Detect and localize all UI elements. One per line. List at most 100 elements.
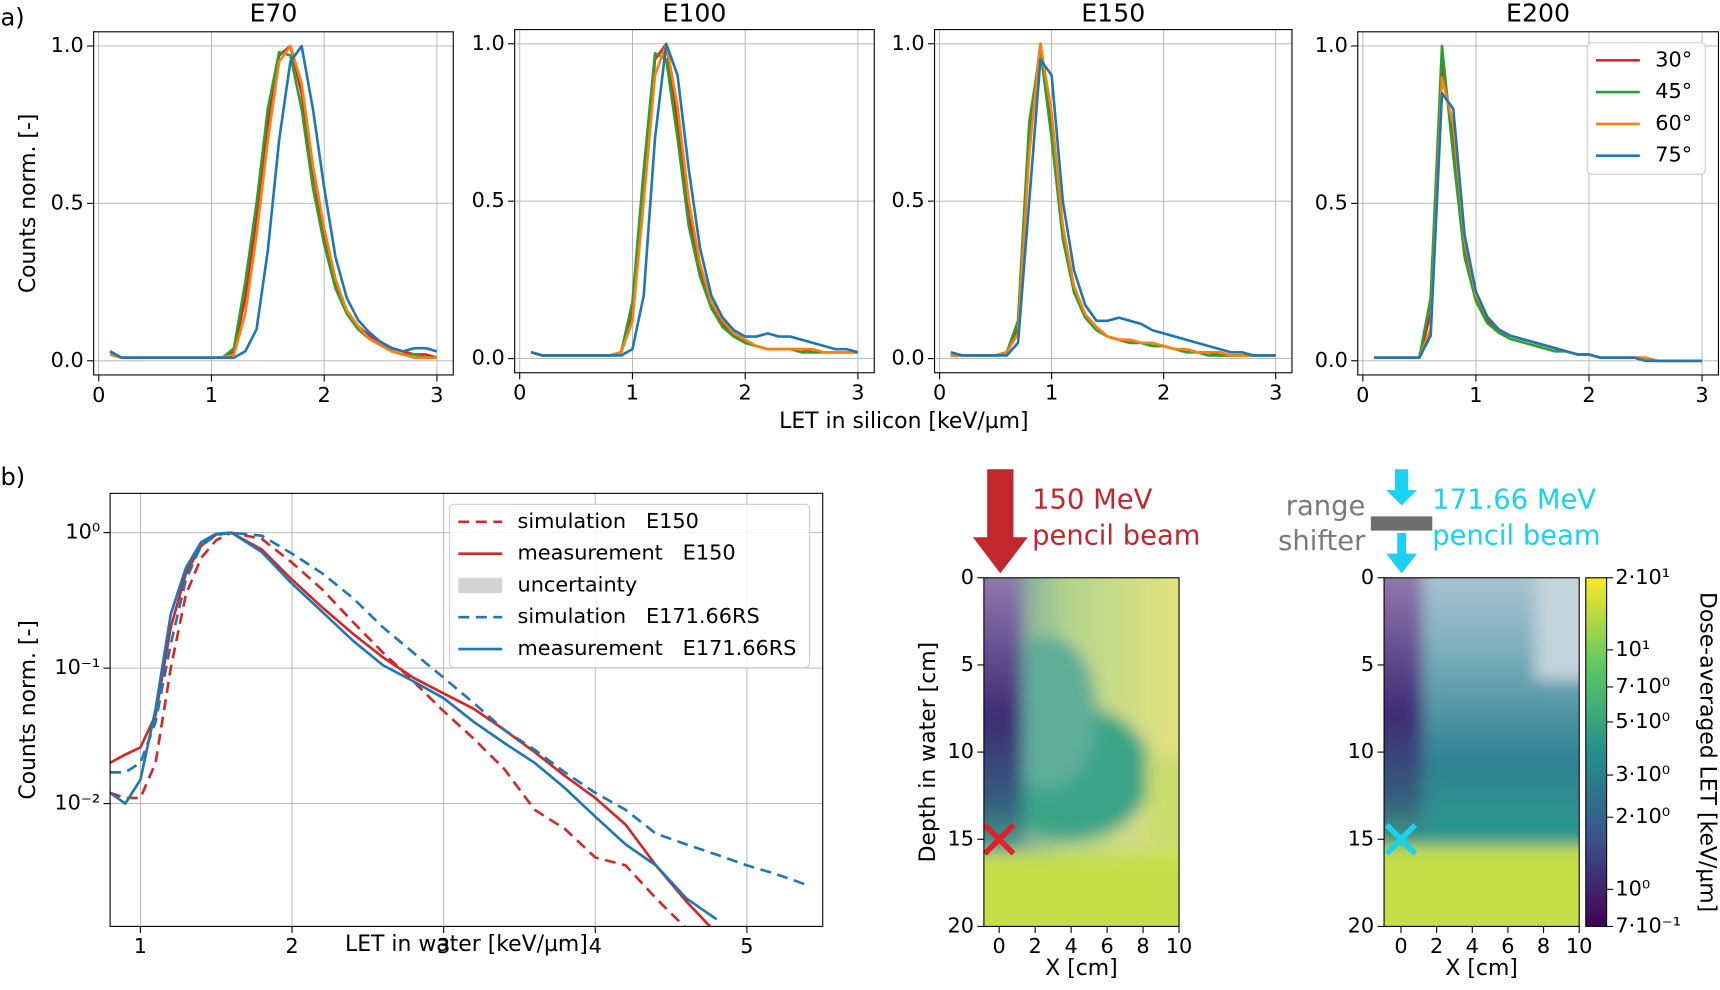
colorbar-tick-label: 10⁰ <box>1615 876 1650 900</box>
plot-area <box>1374 44 1703 363</box>
x-tick-label: 1 <box>626 381 639 405</box>
x-tick-label: 0 <box>933 381 946 405</box>
panel-label: a) <box>0 4 24 32</box>
x-axis-label: X [cm] <box>1445 956 1517 981</box>
x-tick-label: 3 <box>437 934 450 958</box>
y-tick-label: 1.0 <box>472 31 505 55</box>
chart-title: E200 <box>1506 0 1570 27</box>
data-line <box>1374 91 1703 363</box>
y-tick-label: 0.5 <box>472 188 505 212</box>
beam-arrow <box>972 469 1028 574</box>
colorbar-tick-label: 10¹ <box>1615 637 1650 661</box>
x-tick-label: 1 <box>134 934 147 958</box>
y-tick-label: 1.0 <box>1315 33 1348 57</box>
legend-label: 45° <box>1655 79 1692 103</box>
data-line <box>110 531 687 927</box>
x-tick-label: 2 <box>739 381 752 405</box>
x-tick-label: 6 <box>1100 934 1113 958</box>
y-tick-label: 10⁻¹ <box>54 655 100 679</box>
y-tick-label: 0.5 <box>892 188 925 212</box>
x-tick-label: 10 <box>1566 934 1593 958</box>
legend-frame <box>1586 42 1706 175</box>
x-tick-label: 2 <box>1582 383 1595 407</box>
y-tick-label: 10⁻² <box>54 791 100 815</box>
y-tick-label: 0.0 <box>472 346 505 370</box>
x-tick-label: 0 <box>92 383 105 407</box>
legend-label: measurement E150 <box>518 541 736 565</box>
legend: 30° 45° 60° 75° <box>1586 42 1706 175</box>
plot-area <box>110 531 809 927</box>
data-line <box>530 42 858 357</box>
annotation: range <box>1286 491 1366 522</box>
x-tick-label: 4 <box>1064 934 1077 958</box>
plot-area <box>109 44 438 359</box>
colorbar-tick-label: 2·10⁰ <box>1615 804 1670 828</box>
y-tick-label: 0.0 <box>1315 348 1348 372</box>
data-line <box>950 48 1276 357</box>
marker <box>982 823 1016 856</box>
chart-title: E100 <box>662 0 726 27</box>
y-axis-label: Depth in water [cm] <box>916 642 941 862</box>
x-tick-label: 0 <box>513 381 526 405</box>
beam-arrow <box>1386 532 1417 574</box>
x-tick-label: 1 <box>205 383 218 407</box>
y-tick-label: 0 <box>961 565 974 589</box>
plot-area <box>950 42 1276 357</box>
data-line <box>110 531 718 921</box>
legend-label: 60° <box>1655 111 1692 135</box>
x-tick-label: 0 <box>1356 383 1369 407</box>
y-tick-label: 0 <box>1361 565 1374 589</box>
colorbar-tick-label: 7·10⁰ <box>1615 674 1670 698</box>
x-tick-label: 10 <box>1166 934 1193 958</box>
x-tick-label: 0 <box>1394 934 1407 958</box>
x-tick-label: 8 <box>1136 934 1149 958</box>
x-tick-label: 6 <box>1501 934 1514 958</box>
y-axis-label: Counts norm. [-] <box>16 620 41 800</box>
x-tick-label: 2 <box>285 934 298 958</box>
y-tick-label: 10⁰ <box>65 520 100 544</box>
x-tick-label: 4 <box>1466 934 1479 958</box>
x-tick-label: 8 <box>1537 934 1550 958</box>
legend-label: uncertainty <box>518 572 638 596</box>
range-shifter <box>1370 516 1433 531</box>
y-tick-label: 15 <box>1348 826 1375 850</box>
x-tick-label: 2 <box>1157 381 1170 405</box>
y-tick-label: 1.0 <box>892 31 925 55</box>
annotation: pencil beam <box>1432 521 1600 552</box>
x-tick-label: 2 <box>318 383 331 407</box>
colorbar-tick-label: 5·10⁰ <box>1615 709 1670 733</box>
colorbar-tick-label: 3·10⁰ <box>1615 762 1670 786</box>
y-tick-label: 10 <box>1348 739 1375 763</box>
legend-label: measurement E171.66RS <box>518 636 797 660</box>
data-line <box>950 58 1276 357</box>
legend-label: simulation E150 <box>518 509 699 533</box>
legend-label: 75° <box>1655 143 1692 167</box>
legend-frame <box>448 503 811 669</box>
annotation: pencil beam <box>1032 521 1200 552</box>
legend-patch <box>458 577 503 594</box>
beam-arrow <box>1386 469 1417 506</box>
y-tick-label: 0.0 <box>51 348 84 372</box>
annotation: shifter <box>1278 526 1366 557</box>
y-tick-label: 0.5 <box>1315 190 1348 214</box>
y-tick-label: 1.0 <box>51 33 84 57</box>
x-tick-label: 3 <box>851 381 864 405</box>
annotation: 171.66 MeV <box>1432 485 1596 516</box>
marker <box>1384 823 1418 856</box>
y-tick-label: 0.0 <box>892 346 925 370</box>
y-tick-label: 10 <box>948 739 975 763</box>
y-tick-label: 15 <box>948 826 975 850</box>
x-axis-label: X [cm] <box>1045 956 1117 981</box>
x-tick-label: 5 <box>740 934 753 958</box>
annotation: 150 MeV <box>1032 485 1152 516</box>
colorbar-label: Dose-averaged LET [keV/µm] <box>1694 592 1719 912</box>
y-tick-label: 5 <box>1361 652 1374 676</box>
y-tick-label: 20 <box>948 913 975 937</box>
colorbar <box>1585 577 1608 927</box>
chart-title: E70 <box>249 0 297 27</box>
heatmap-image <box>983 577 1180 927</box>
x-tick-label: 1 <box>1045 381 1058 405</box>
x-tick-label: 3 <box>430 383 443 407</box>
legend: simulation E150 measurement E150 uncertain… <box>448 503 811 669</box>
axes-frame <box>514 29 875 374</box>
